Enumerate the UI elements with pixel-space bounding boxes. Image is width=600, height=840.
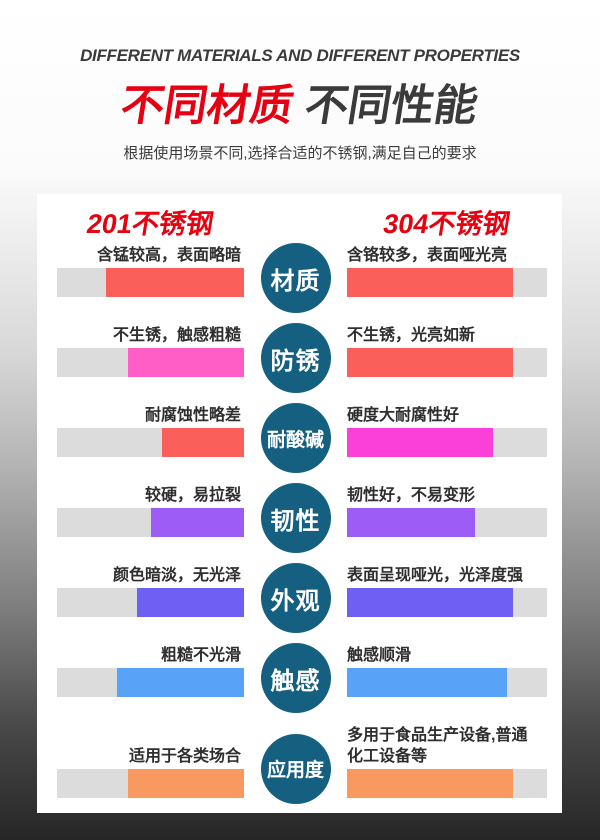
left-property-cell: 适用于各类场合 [57, 725, 244, 798]
left-rating-bar-fill [116, 668, 244, 697]
right-rating-bar-track [347, 668, 547, 697]
right-property-text: 不生锈，光亮如新 [347, 327, 476, 344]
right-property-text: 含铬较多，表面哑光亮 [347, 247, 508, 264]
right-rating-bar-fill [347, 769, 513, 798]
left-property-cell: 含锰较高，表面略暗 [57, 245, 244, 297]
left-rating-bar-track [57, 769, 244, 798]
right-property-cell: 韧性好，不易变形 [347, 485, 547, 537]
left-property-text: 耐腐蚀性略差 [144, 407, 241, 424]
main-title: 不同材质 不同性能 [0, 71, 600, 133]
left-rating-bar-track [57, 508, 244, 537]
category-badge: 外观 [260, 563, 331, 633]
main-title-dark-part: 不同性能 [301, 82, 482, 130]
right-property-cell: 表面呈现哑光，光泽度强 [347, 565, 547, 617]
right-rating-bar-track [347, 428, 547, 457]
comparison-row: 含锰较高，表面略暗 材质 含铬较多，表面哑光亮 [57, 243, 547, 313]
category-column: 外观 [244, 563, 347, 633]
right-rating-bar-track [347, 268, 547, 297]
left-property-cell: 粗糙不光滑 [57, 645, 244, 697]
comparison-card: 201不锈钢 304不锈钢 含锰较高，表面略暗 材质 含铬较多，表面哑光亮不生锈，触… [37, 194, 562, 813]
left-rating-bar-track [57, 428, 244, 457]
category-column: 触感 [244, 643, 347, 713]
category-badge: 防锈 [260, 323, 331, 393]
right-column-header: 304不锈钢 [381, 208, 513, 239]
right-property-cell: 不生锈，光亮如新 [347, 325, 547, 377]
right-rating-bar-track [347, 348, 547, 377]
comparison-row: 不生锈，触感粗糙 防锈 不生锈，光亮如新 [57, 323, 547, 393]
left-property-text: 粗糙不光滑 [160, 647, 241, 664]
left-property-cell: 较硬，易拉裂 [57, 485, 244, 537]
left-rating-bar-fill [137, 588, 244, 617]
right-property-text: 韧性好，不易变形 [347, 487, 476, 504]
page-header: DIFFERENT MATERIALS AND DIFFERENT PROPER… [0, 0, 600, 163]
right-property-cell: 含铬较多，表面哑光亮 [347, 245, 547, 297]
right-rating-bar-track [347, 588, 547, 617]
subtitle: 根据使用场景不同,选择合适的不锈钢,满足自己的要求 [123, 145, 477, 162]
category-badge: 触感 [260, 643, 331, 713]
left-property-text: 适用于各类场合 [128, 748, 241, 765]
comparison-rows: 含锰较高，表面略暗 材质 含铬较多，表面哑光亮不生锈，触感粗糙 防锈 不生锈，光亮如新耐… [57, 243, 547, 804]
main-title-red-part: 不同材质 [117, 82, 298, 130]
category-column: 耐酸碱 [244, 403, 347, 473]
left-property-text: 颜色暗淡，无光泽 [112, 567, 241, 584]
left-rating-bar-fill [105, 268, 244, 297]
right-rating-bar-track [347, 508, 547, 537]
right-property-text: 多用于食品生产设备,普通化工设备等 [347, 727, 528, 765]
left-property-text: 不生锈，触感粗糙 [112, 327, 241, 344]
left-rating-bar-track [57, 348, 244, 377]
left-rating-bar-track [57, 268, 244, 297]
left-rating-bar-fill [128, 348, 244, 377]
right-property-cell: 多用于食品生产设备,普通化工设备等 [347, 725, 547, 798]
left-property-cell: 不生锈，触感粗糙 [57, 325, 244, 377]
left-rating-bar-fill [128, 769, 244, 798]
category-column: 韧性 [244, 483, 347, 553]
english-title: DIFFERENT MATERIALS AND DIFFERENT PROPER… [80, 46, 520, 65]
category-column: 材质 [244, 243, 347, 313]
right-rating-bar-fill [347, 268, 513, 297]
comparison-row: 适用于各类场合 应用度 多用于食品生产设备,普通化工设备等 [57, 725, 547, 804]
right-property-text: 表面呈现哑光，光泽度强 [347, 567, 524, 584]
left-property-cell: 颜色暗淡，无光泽 [57, 565, 244, 617]
right-rating-bar-fill [347, 508, 475, 537]
left-rating-bar-track [57, 588, 244, 617]
left-rating-bar-fill [161, 428, 244, 457]
right-rating-bar-fill [347, 588, 513, 617]
left-rating-bar-track [57, 668, 244, 697]
category-badge: 耐酸碱 [260, 403, 331, 473]
comparison-row: 较硬，易拉裂 韧性 韧性好，不易变形 [57, 483, 547, 553]
left-property-cell: 耐腐蚀性略差 [57, 405, 244, 457]
category-column: 防锈 [244, 323, 347, 393]
left-column-header: 201不锈钢 [84, 208, 216, 239]
category-badge: 应用度 [260, 733, 331, 804]
category-column: 应用度 [244, 725, 347, 804]
right-rating-bar-track [347, 769, 547, 798]
comparison-row: 耐腐蚀性略差 耐酸碱 硬度大耐腐性好 [57, 403, 547, 473]
right-property-cell: 触感顺滑 [347, 645, 547, 697]
comparison-row: 颜色暗淡，无光泽 外观 表面呈现哑光，光泽度强 [57, 563, 547, 633]
right-rating-bar-fill [347, 668, 507, 697]
right-property-cell: 硬度大耐腐性好 [347, 405, 547, 457]
right-property-text: 硬度大耐腐性好 [347, 407, 460, 424]
column-headers: 201不锈钢 304不锈钢 [57, 204, 547, 239]
left-rating-bar-fill [150, 508, 244, 537]
left-property-text: 含锰较高，表面略暗 [96, 247, 241, 264]
category-badge: 材质 [260, 243, 331, 313]
category-badge: 韧性 [260, 483, 331, 553]
comparison-row: 粗糙不光滑 触感 触感顺滑 [57, 643, 547, 713]
left-property-text: 较硬，易拉裂 [144, 487, 241, 504]
right-property-text: 触感顺滑 [347, 647, 412, 664]
right-rating-bar-fill [347, 348, 513, 377]
right-rating-bar-fill [347, 428, 493, 457]
